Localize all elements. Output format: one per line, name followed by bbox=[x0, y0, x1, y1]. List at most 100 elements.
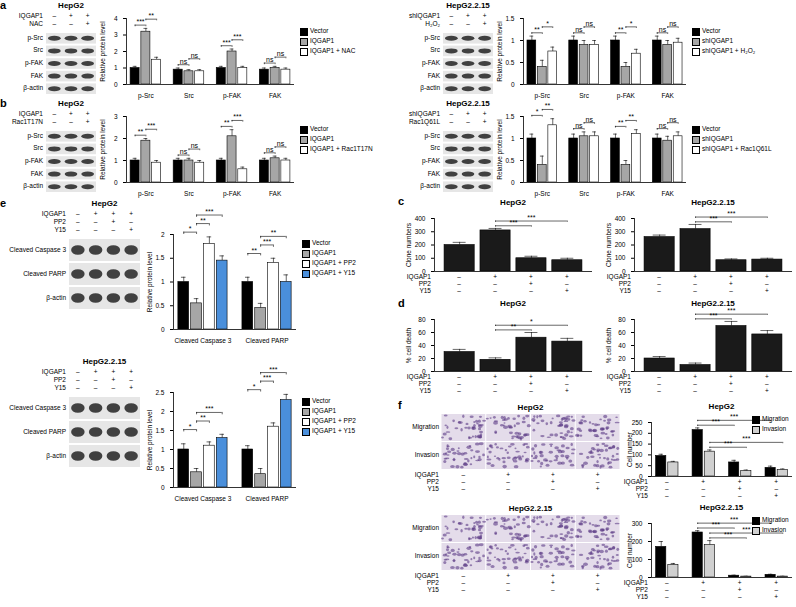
svg-text:Cleaved PARP: Cleaved PARP bbox=[246, 495, 289, 502]
svg-text:Src: Src bbox=[184, 92, 195, 99]
svg-text:Relative protein level: Relative protein level bbox=[99, 119, 107, 180]
svg-text:ns: ns bbox=[586, 116, 594, 123]
svg-text:*: * bbox=[546, 20, 549, 27]
svg-text:p-FAK: p-FAK bbox=[223, 92, 242, 100]
svg-text:p-Src: p-Src bbox=[535, 190, 551, 198]
svg-text:40: 40 bbox=[418, 342, 426, 349]
svg-text:1: 1 bbox=[114, 157, 118, 164]
svg-text:*: * bbox=[189, 423, 192, 430]
svg-text:1: 1 bbox=[114, 64, 118, 71]
svg-text:**: ** bbox=[628, 113, 634, 120]
svg-text:Cleaved PARP: Cleaved PARP bbox=[246, 337, 289, 344]
svg-text:100: 100 bbox=[615, 254, 626, 261]
svg-text:**: ** bbox=[618, 26, 624, 33]
svg-text:Clone numbers: Clone numbers bbox=[605, 222, 612, 267]
svg-text:200: 200 bbox=[615, 241, 626, 248]
svg-text:ns: ns bbox=[575, 122, 583, 129]
svg-text:Cleaved Caspase 3: Cleaved Caspase 3 bbox=[175, 337, 232, 345]
svg-text:0: 0 bbox=[114, 179, 118, 186]
svg-text:ns: ns bbox=[277, 140, 285, 147]
svg-text:1: 1 bbox=[161, 278, 165, 285]
svg-text:200: 200 bbox=[415, 241, 426, 248]
svg-text:50: 50 bbox=[635, 462, 643, 469]
svg-text:ns: ns bbox=[180, 58, 188, 65]
svg-text:**: ** bbox=[618, 119, 624, 126]
svg-text:***: *** bbox=[233, 113, 241, 120]
svg-text:**: ** bbox=[534, 26, 540, 33]
svg-text:*: * bbox=[630, 20, 633, 27]
svg-text:*: * bbox=[536, 108, 539, 115]
svg-text:Src: Src bbox=[579, 190, 590, 197]
svg-text:Src: Src bbox=[184, 190, 195, 197]
svg-text:ns: ns bbox=[575, 26, 583, 33]
svg-text:% cell death: % cell death bbox=[605, 327, 612, 363]
svg-text:ns: ns bbox=[586, 20, 594, 27]
svg-text:***: *** bbox=[724, 531, 732, 538]
svg-text:*: * bbox=[253, 383, 256, 390]
svg-text:**: ** bbox=[149, 12, 155, 19]
svg-text:p-Src: p-Src bbox=[138, 190, 154, 198]
svg-text:Relative protein level: Relative protein level bbox=[496, 21, 504, 82]
svg-text:**: ** bbox=[545, 102, 551, 109]
svg-text:Src: Src bbox=[579, 92, 590, 99]
svg-text:p-FAK: p-FAK bbox=[223, 190, 242, 198]
svg-text:0.5: 0.5 bbox=[155, 302, 164, 309]
svg-text:***: *** bbox=[742, 526, 750, 533]
svg-text:2: 2 bbox=[114, 135, 118, 142]
svg-text:60: 60 bbox=[418, 329, 426, 336]
svg-text:40: 40 bbox=[618, 342, 626, 349]
svg-text:***: *** bbox=[712, 521, 720, 528]
svg-text:ns: ns bbox=[659, 122, 667, 129]
svg-text:***: *** bbox=[724, 440, 732, 447]
svg-text:2: 2 bbox=[114, 48, 118, 55]
svg-text:***: *** bbox=[263, 238, 271, 245]
svg-text:***: *** bbox=[727, 307, 735, 314]
svg-text:0: 0 bbox=[511, 81, 515, 88]
svg-text:**: ** bbox=[200, 217, 206, 224]
svg-text:Relative protein level: Relative protein level bbox=[146, 409, 154, 470]
svg-text:0.5: 0.5 bbox=[155, 465, 164, 472]
svg-text:3: 3 bbox=[114, 113, 118, 120]
svg-text:**: ** bbox=[251, 247, 257, 254]
svg-text:300: 300 bbox=[615, 228, 626, 235]
svg-text:***: *** bbox=[709, 312, 717, 319]
svg-text:2: 2 bbox=[161, 231, 165, 238]
svg-text:FAK: FAK bbox=[269, 190, 282, 197]
svg-text:20: 20 bbox=[618, 355, 626, 362]
svg-text:***: *** bbox=[712, 418, 720, 425]
svg-text:***: *** bbox=[136, 18, 144, 25]
svg-text:***: *** bbox=[223, 39, 231, 46]
svg-text:0: 0 bbox=[114, 81, 118, 88]
svg-text:4: 4 bbox=[114, 15, 118, 22]
svg-text:2: 2 bbox=[161, 408, 165, 415]
svg-text:2.5: 2.5 bbox=[155, 389, 164, 396]
svg-text:1: 1 bbox=[511, 37, 515, 44]
svg-text:***: *** bbox=[742, 435, 750, 442]
svg-text:0: 0 bbox=[161, 326, 165, 333]
svg-text:FAK: FAK bbox=[662, 92, 675, 99]
svg-text:**: ** bbox=[224, 119, 230, 126]
svg-text:ns: ns bbox=[266, 56, 274, 63]
svg-text:Relative protein level: Relative protein level bbox=[146, 251, 154, 312]
svg-text:Cleaved Caspase 3: Cleaved Caspase 3 bbox=[175, 495, 232, 503]
svg-text:ns: ns bbox=[659, 26, 667, 33]
svg-text:80: 80 bbox=[418, 316, 426, 323]
svg-text:Relative protein level: Relative protein level bbox=[99, 21, 107, 82]
svg-text:***: *** bbox=[233, 33, 241, 40]
svg-text:400: 400 bbox=[615, 215, 626, 222]
svg-text:ns: ns bbox=[669, 20, 677, 27]
svg-text:60: 60 bbox=[618, 329, 626, 336]
svg-text:20: 20 bbox=[418, 355, 426, 362]
svg-text:Cell number: Cell number bbox=[626, 532, 633, 568]
svg-text:1.5: 1.5 bbox=[505, 113, 514, 120]
svg-text:100: 100 bbox=[632, 451, 643, 458]
svg-text:p-FAK: p-FAK bbox=[617, 190, 636, 198]
svg-text:*: * bbox=[530, 318, 533, 325]
svg-text:ns: ns bbox=[277, 50, 285, 57]
svg-text:100: 100 bbox=[415, 254, 426, 261]
svg-text:***: *** bbox=[205, 405, 213, 412]
svg-text:FAK: FAK bbox=[662, 190, 675, 197]
svg-text:1.5: 1.5 bbox=[505, 15, 514, 22]
svg-text:Relative protein level: Relative protein level bbox=[496, 119, 504, 180]
svg-text:**: ** bbox=[138, 128, 144, 135]
